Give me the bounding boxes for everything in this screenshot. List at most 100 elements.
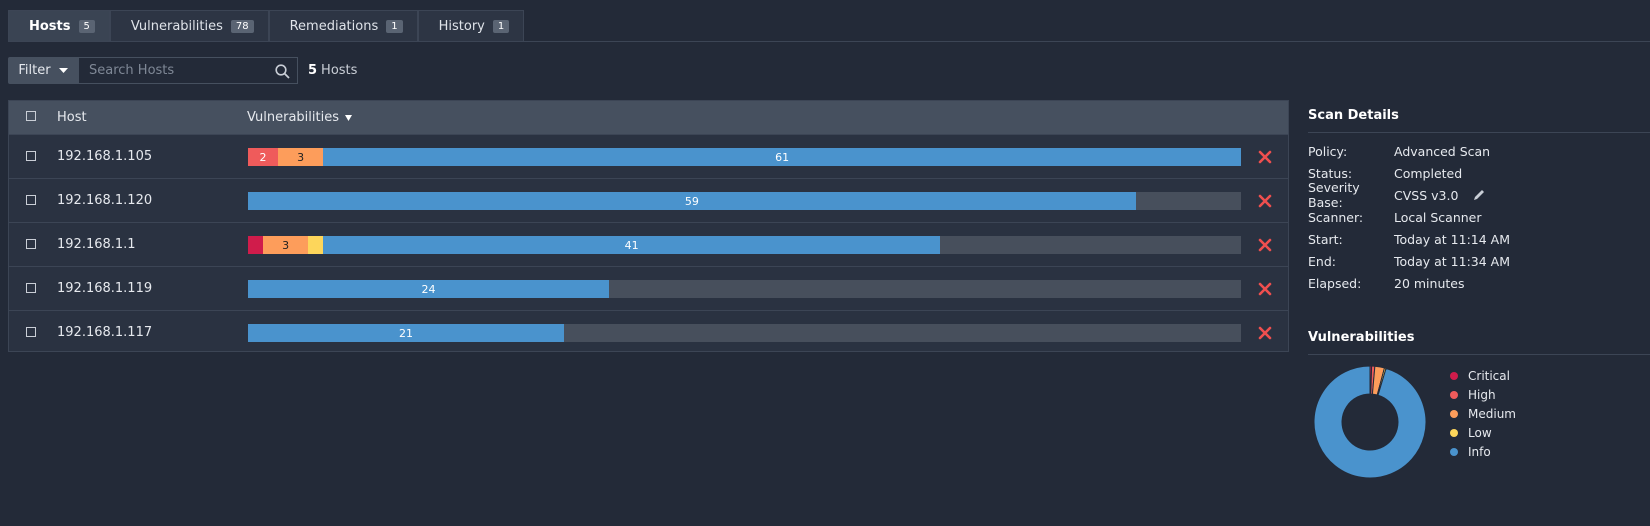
- host-name[interactable]: 192.168.1.120: [57, 193, 153, 208]
- tab-label: Vulnerabilities: [130, 19, 223, 34]
- bar-segment: 3: [263, 236, 309, 254]
- legend-dot: [1450, 409, 1458, 418]
- tab-count: 5: [78, 20, 95, 33]
- legend-dot: [1450, 447, 1458, 456]
- legend-label: Medium: [1468, 406, 1516, 421]
- row-checkbox[interactable]: [26, 283, 36, 293]
- detail-value: 20 minutes: [1394, 275, 1465, 291]
- donut-slice: [1313, 365, 1427, 479]
- detail-label: Status:: [1308, 165, 1353, 181]
- legend: Critical High Medium Low Info: [1450, 366, 1516, 461]
- detail-item: Severity Base: CVSS v3.0: [1308, 180, 1650, 210]
- search-input[interactable]: Search Hosts: [78, 57, 298, 84]
- detail-list: Policy: Advanced Scan Status: Completed Seve…: [1308, 133, 1650, 294]
- sort-icon: [344, 114, 352, 121]
- bar-segment: 21: [248, 324, 564, 342]
- segment-label: 21: [398, 326, 413, 340]
- filter-label: Filter: [18, 63, 51, 78]
- tab-line: [8, 41, 1650, 42]
- legend-label: Low: [1468, 425, 1492, 440]
- host-row: 192.168.1.1 3 41: [9, 222, 1288, 266]
- legend-dot: [1450, 371, 1458, 380]
- vuln-bar: 2 3 61: [248, 148, 1241, 166]
- host-count: 5: [308, 63, 318, 78]
- detail-value: Local Scanner: [1394, 209, 1482, 225]
- scan-details: Scan Details Policy: Advanced Scan Status:…: [1308, 100, 1650, 294]
- detail-label: Scanner:: [1308, 209, 1364, 225]
- legend-item: Low: [1450, 423, 1516, 442]
- detail-value: Today at 11:34 AM: [1394, 253, 1510, 269]
- row-checkbox[interactable]: [26, 239, 36, 249]
- detail-value: Completed: [1394, 165, 1463, 181]
- tab-count: 1: [386, 20, 403, 33]
- segment-label: 24: [421, 282, 436, 296]
- remove-host[interactable]: [1258, 150, 1272, 164]
- host-row: 192.168.1.117 21: [9, 310, 1288, 354]
- legend-label: Critical: [1468, 368, 1510, 383]
- edit-icon[interactable]: [1472, 188, 1486, 202]
- bar-segment: 61: [323, 148, 1241, 166]
- vuln-bar: 59: [248, 192, 1241, 210]
- host-row: 192.168.1.119 24: [9, 266, 1288, 310]
- detail-label: Elapsed:: [1308, 275, 1362, 291]
- vuln-bar: 3 41: [248, 236, 1241, 254]
- legend-item: Info: [1450, 442, 1516, 461]
- legend-item: High: [1450, 385, 1516, 404]
- detail-item: Policy: Advanced Scan: [1308, 140, 1650, 162]
- section-title: Vulnerabilities: [1308, 322, 1650, 355]
- detail-value: Today at 11:14 AM: [1394, 231, 1510, 247]
- host-name[interactable]: 192.168.1.117: [57, 325, 153, 340]
- host-count-label: Hosts: [321, 63, 358, 78]
- column-header-label: Vulnerabilities: [247, 110, 339, 125]
- host-summary: 5 Hosts: [308, 57, 357, 84]
- legend-label: High: [1468, 387, 1496, 402]
- host-name[interactable]: 192.168.1.119: [57, 281, 153, 296]
- table-header: Host Vulnerabilities: [9, 101, 1288, 134]
- vuln-section: Vulnerabilities: [1308, 322, 1650, 355]
- remove-host[interactable]: [1258, 282, 1272, 296]
- legend-dot: [1450, 428, 1458, 437]
- row-checkbox[interactable]: [26, 151, 36, 161]
- tab[interactable]: Remediations 1: [268, 10, 418, 42]
- hosts-table: Host Vulnerabilities 192.168.1.105 2 3 61 19…: [8, 100, 1289, 352]
- detail-value: Advanced Scan: [1394, 143, 1491, 159]
- row-checkbox[interactable]: [26, 327, 36, 337]
- tab[interactable]: History 1: [417, 10, 525, 42]
- segment-label: 59: [684, 194, 699, 208]
- segment-label: 2: [259, 150, 267, 164]
- vuln-bar: 21: [248, 324, 1241, 342]
- host-name[interactable]: 192.168.1.1: [57, 237, 136, 252]
- tab-label: Remediations: [289, 19, 379, 34]
- host-row: 192.168.1.120 59: [9, 178, 1288, 222]
- detail-label: End:: [1308, 253, 1336, 269]
- tab[interactable]: Hosts 5: [8, 10, 110, 42]
- tab-count: 78: [230, 20, 254, 33]
- remove-host[interactable]: [1258, 326, 1272, 340]
- detail-value: CVSS v3.0: [1394, 187, 1459, 203]
- detail-item: Scanner: Local Scanner: [1308, 206, 1650, 228]
- filter-button[interactable]: Filter: [8, 57, 78, 84]
- row-checkbox[interactable]: [26, 195, 36, 205]
- vuln-bar: 24: [248, 280, 1241, 298]
- remove-host[interactable]: [1258, 194, 1272, 208]
- tab-label: Hosts: [29, 19, 71, 34]
- select-all-checkbox[interactable]: [26, 111, 36, 121]
- section-title: Scan Details: [1308, 100, 1650, 133]
- tab-count: 1: [492, 20, 510, 33]
- remove-host[interactable]: [1258, 238, 1272, 252]
- detail-item: Status: Completed: [1308, 162, 1650, 184]
- bar-segment: 59: [248, 192, 1136, 210]
- segment-label: 61: [775, 150, 790, 164]
- detail-item: End: Today at 11:34 AM: [1308, 250, 1650, 272]
- column-header-sorted[interactable]: Vulnerabilities: [247, 101, 352, 134]
- bar-segment: [248, 236, 264, 254]
- detail-label: Policy:: [1308, 143, 1348, 159]
- tabs: Hosts 5 Vulnerabilities 78 Remediations 1 Hist…: [8, 10, 525, 42]
- host-name[interactable]: 192.168.1.105: [57, 149, 153, 164]
- search-placeholder: Search Hosts: [89, 63, 175, 78]
- tab[interactable]: Vulnerabilities 78: [109, 10, 269, 42]
- legend-item: Medium: [1450, 404, 1516, 423]
- column-header[interactable]: Host: [57, 110, 87, 125]
- bar-segment: 24: [248, 280, 610, 298]
